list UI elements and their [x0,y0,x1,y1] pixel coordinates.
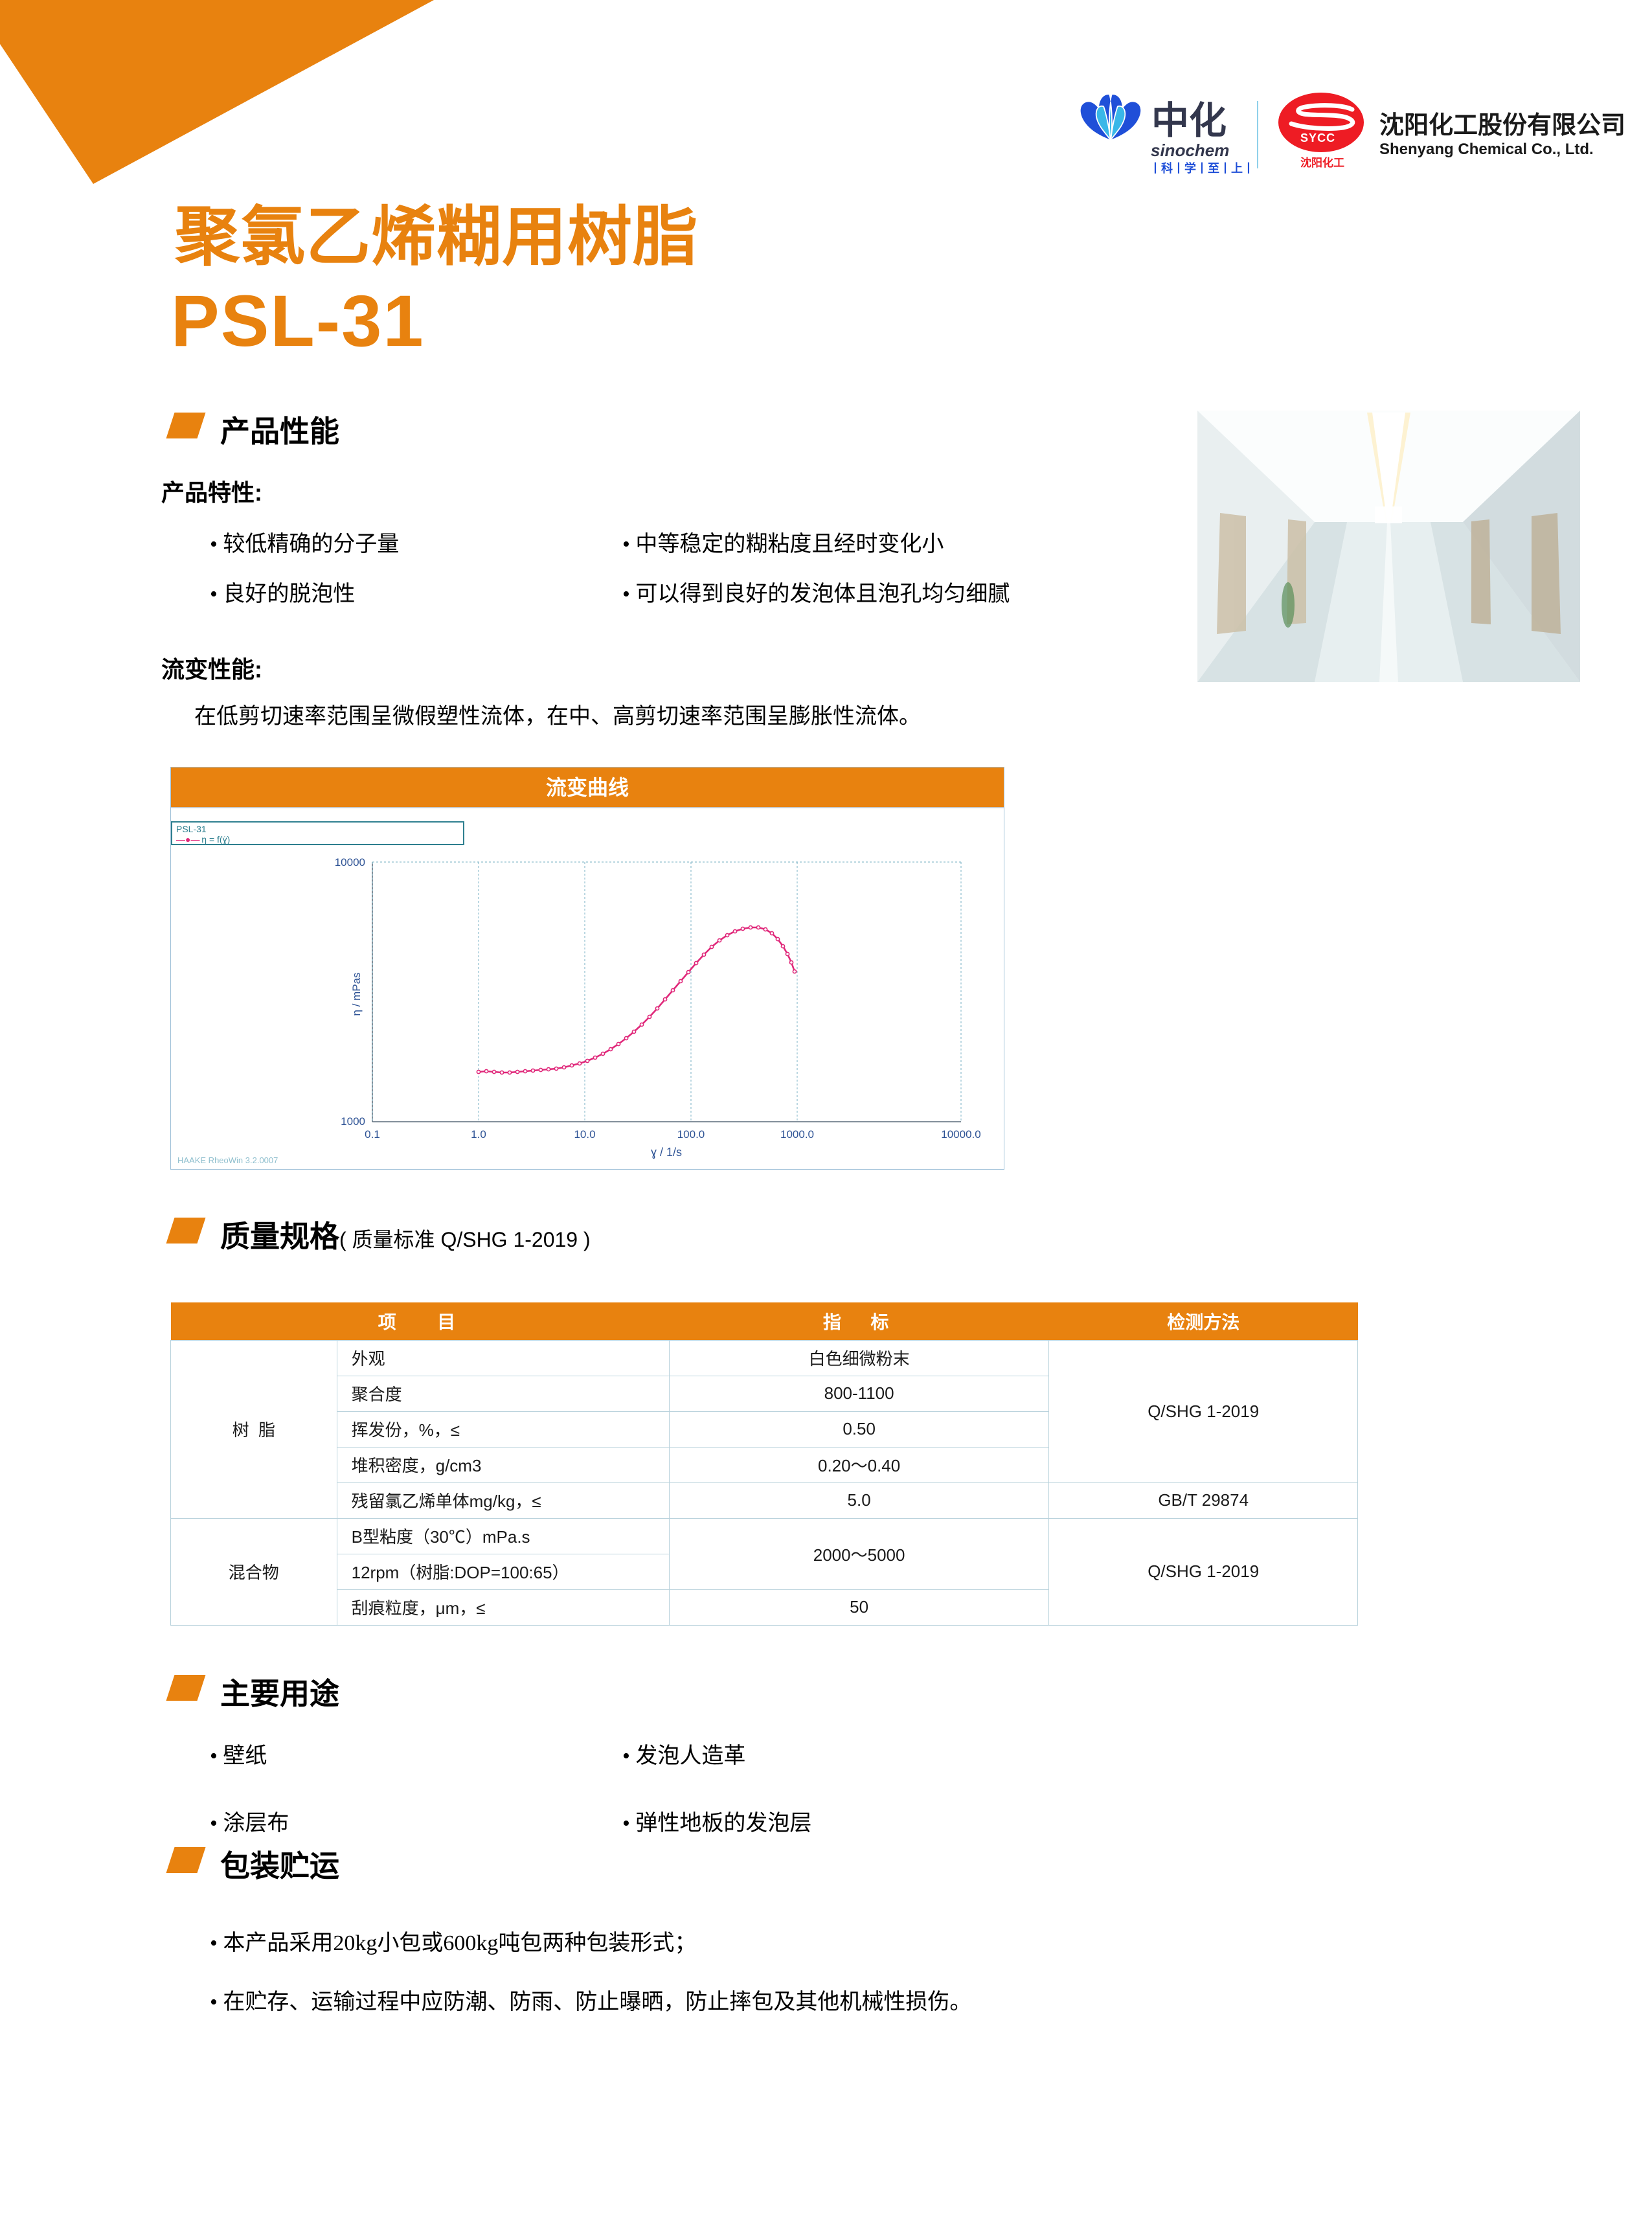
svg-text:10000: 10000 [335,856,365,869]
svg-text:ɣ / 1/s: ɣ / 1/s [651,1146,682,1159]
svg-text:0.1: 0.1 [365,1128,380,1141]
svg-text:1000: 1000 [341,1115,365,1128]
svg-text:10000.0: 10000.0 [941,1128,980,1141]
svg-text:SYCC: SYCC [1300,131,1335,144]
svg-text:10.0: 10.0 [574,1128,595,1141]
svg-text:sinochem: sinochem [1151,141,1229,160]
svg-text:沈阳化工: 沈阳化工 [1300,156,1344,169]
svg-text:丨科丨学丨至丨上丨: 丨科丨学丨至丨上丨 [1149,161,1254,175]
svg-text:Shenyang Chemical Co., Ltd.: Shenyang Chemical Co., Ltd. [1379,141,1594,158]
svg-text:100.0: 100.0 [677,1128,705,1141]
svg-text:中化: 中化 [1151,100,1227,142]
svg-text:沈阳化工股份有限公司: 沈阳化工股份有限公司 [1379,112,1625,139]
svg-text:η / mPas: η / mPas [350,972,363,1016]
svg-text:1.0: 1.0 [471,1128,486,1141]
svg-text:1000.0: 1000.0 [780,1128,814,1141]
